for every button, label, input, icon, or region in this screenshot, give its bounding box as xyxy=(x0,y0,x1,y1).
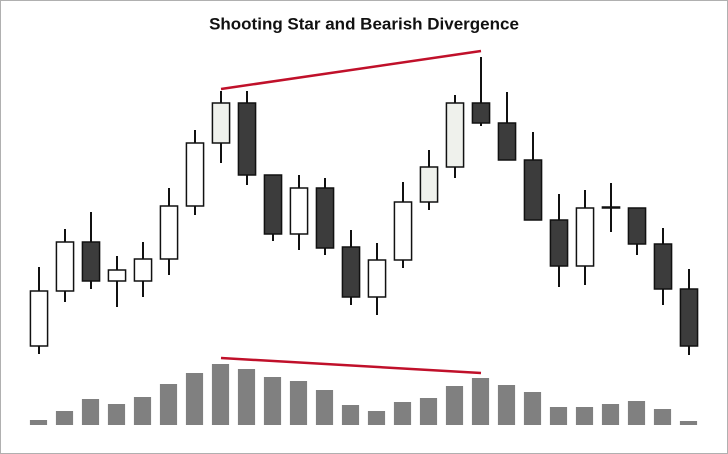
volume-bar xyxy=(523,392,542,425)
candle-body xyxy=(367,259,387,298)
volume-bar xyxy=(367,411,386,425)
candle-body xyxy=(575,207,595,267)
candle-body xyxy=(523,159,543,221)
volume-bar xyxy=(497,385,516,425)
candle-body xyxy=(679,288,699,347)
candle-body xyxy=(289,187,309,235)
candle-body xyxy=(653,243,673,290)
volume-bar xyxy=(81,399,100,425)
volume-bar xyxy=(549,407,568,425)
volume-bar xyxy=(341,405,360,425)
candle-body xyxy=(445,102,465,168)
volume-bar xyxy=(133,397,152,425)
trend-line xyxy=(220,49,482,91)
candle-body xyxy=(341,246,361,298)
volume-bar xyxy=(315,390,334,425)
candle-body xyxy=(549,219,569,267)
volume-bar xyxy=(237,369,256,425)
candle-body xyxy=(601,206,621,209)
volume-bar xyxy=(263,377,282,425)
volume-bar xyxy=(55,411,74,425)
candle-body xyxy=(627,207,647,245)
candle-body xyxy=(237,102,257,176)
candle-body xyxy=(471,102,491,124)
volume-bar xyxy=(107,404,126,425)
chart-title: Shooting Star and Bearish Divergence xyxy=(209,14,519,33)
volume-bar xyxy=(653,409,672,425)
candle-body xyxy=(393,201,413,261)
volume-bar xyxy=(419,398,438,425)
volume-bar xyxy=(393,402,412,425)
candle-body xyxy=(497,122,517,161)
volume-bar xyxy=(445,386,464,425)
candle-body xyxy=(81,241,101,282)
volume-bar xyxy=(211,364,230,425)
volume-bar xyxy=(627,401,646,425)
candle-body xyxy=(211,102,231,144)
volume-bar xyxy=(471,378,490,425)
candle-body xyxy=(185,142,205,207)
candle-body xyxy=(107,269,127,282)
candle-body xyxy=(133,258,153,282)
volume-bar xyxy=(289,381,308,425)
volume-bar xyxy=(159,384,178,425)
volume-bar xyxy=(575,407,594,425)
volume-bar xyxy=(29,420,48,425)
candle-body xyxy=(159,205,179,260)
candle-body xyxy=(419,166,439,203)
candle-body xyxy=(315,187,335,249)
volume-bar xyxy=(601,404,620,425)
volume-bar xyxy=(185,373,204,425)
candle-body xyxy=(55,241,75,292)
trend-line xyxy=(220,356,482,375)
candle-body xyxy=(29,290,49,347)
volume-bar xyxy=(679,421,698,425)
candle-body xyxy=(263,174,283,235)
